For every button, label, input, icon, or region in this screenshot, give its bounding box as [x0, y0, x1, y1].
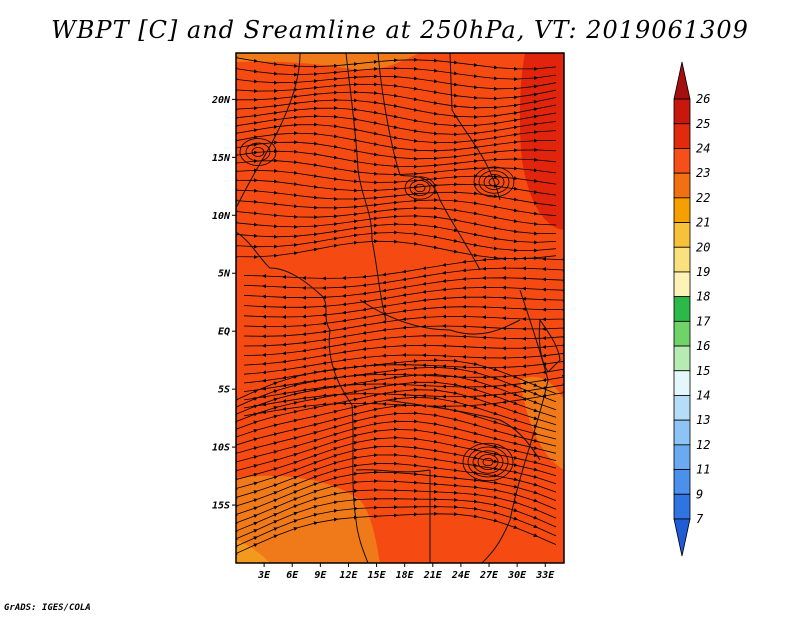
lon-tick-label: 3E	[257, 570, 271, 581]
streamline	[467, 446, 509, 478]
colorbar-swatch	[673, 271, 691, 298]
lon-tick-label: 6E	[286, 570, 299, 581]
colorbar-swatch	[673, 370, 691, 396]
map-frame	[235, 52, 565, 564]
colorbar-label: 15	[696, 364, 710, 378]
colorbar-swatch	[673, 395, 691, 421]
coastlines-and-borders	[236, 53, 561, 563]
colorbar-label: 25	[696, 117, 710, 131]
lon-tick-label: 18E	[396, 570, 415, 581]
colorbar-swatch	[673, 148, 691, 174]
streamline	[404, 176, 436, 200]
colorbar-label: 22	[696, 191, 710, 205]
streamline	[482, 457, 494, 467]
lon-tick-label: 9E	[314, 570, 327, 581]
lon-tick-label: 33E	[535, 570, 555, 581]
colorbar-swatch	[673, 444, 691, 470]
colorbar-swatch	[673, 345, 691, 372]
colorbar-swatch	[673, 320, 691, 347]
streamline	[251, 147, 265, 157]
colorbar-swatch	[673, 518, 691, 557]
colorbar-label: 16	[696, 339, 710, 353]
streamline	[478, 170, 510, 194]
lon-tick-label: 24E	[451, 570, 471, 581]
colorbar-swatch	[673, 98, 691, 125]
streamline	[414, 183, 426, 193]
streamline	[477, 454, 499, 470]
colorbar-label: 18	[696, 290, 710, 304]
lat-tick-label: 5N	[218, 269, 231, 280]
colorbar-swatch	[673, 197, 691, 223]
lat-tick-label: 15N	[212, 153, 231, 164]
colorbar-label: 12	[696, 438, 710, 452]
colorbar-swatch	[673, 61, 691, 100]
colorbar-swatch	[673, 296, 691, 322]
chart-title: WBPT [C] and Sreamline at 250hPa, VT: 20…	[51, 16, 749, 44]
colorbar-label: 20	[696, 240, 710, 254]
streamline	[236, 511, 557, 555]
lat-tick-label: EQ	[218, 327, 230, 338]
grads-credit: GrADS: IGES/COLA	[4, 603, 91, 613]
lon-tick-label: 27E	[479, 570, 499, 581]
colorbar-label: 24	[696, 141, 710, 155]
streamline	[462, 442, 514, 482]
streamline	[488, 177, 500, 187]
colorbar-swatch	[673, 172, 691, 199]
lon-tick-label: 15E	[368, 570, 387, 581]
streamline	[409, 180, 431, 196]
streamline	[472, 450, 504, 474]
colorbar-label: 14	[696, 388, 710, 402]
colorbar: 26 25 24 23 22 21 20 19 18 17 16 15 14 13 12 11 9 7	[673, 61, 711, 557]
lat-tick-label: 15S	[212, 501, 230, 512]
streamline	[483, 174, 505, 190]
colorbar-label: 19	[696, 265, 710, 279]
colorbar-swatch	[673, 493, 691, 520]
lat-tick-label: 10N	[212, 211, 231, 222]
wbpt-field	[236, 53, 564, 563]
colorbar-label: 17	[696, 314, 711, 328]
colorbar-label: 26	[696, 92, 710, 106]
colorbar-label: 21	[696, 216, 710, 230]
streamline	[239, 138, 277, 166]
colorbar-label: 9	[696, 487, 703, 501]
streamline	[473, 166, 515, 198]
colorbar-swatch	[673, 123, 691, 149]
lat-tick-label: 5S	[218, 385, 230, 396]
colorbar-swatch	[673, 222, 691, 248]
colorbar-swatch	[673, 419, 691, 446]
streamlines	[236, 56, 564, 555]
colorbar-swatch	[673, 469, 691, 495]
lon-tick-label: 30E	[507, 570, 527, 581]
colorbar-label: 7	[696, 512, 704, 526]
colorbar-label: 23	[696, 166, 710, 180]
lat-tick-label: 20N	[211, 95, 231, 106]
colorbar-label: 11	[696, 463, 710, 477]
lon-tick-label: 21E	[423, 570, 443, 581]
colorbar-swatch	[673, 246, 691, 273]
streamline	[245, 142, 271, 162]
colorbar-label: 13	[696, 413, 710, 427]
latitude-axis: 20N 15N 10N 5N EQ 5S 10S 15S	[211, 95, 236, 512]
lon-tick-label: 12E	[339, 570, 358, 581]
lat-tick-label: 10S	[212, 443, 230, 454]
longitude-axis: 3E 6E 9E 12E 15E 18E 21E 24E 27E 30E 33E	[257, 563, 555, 581]
